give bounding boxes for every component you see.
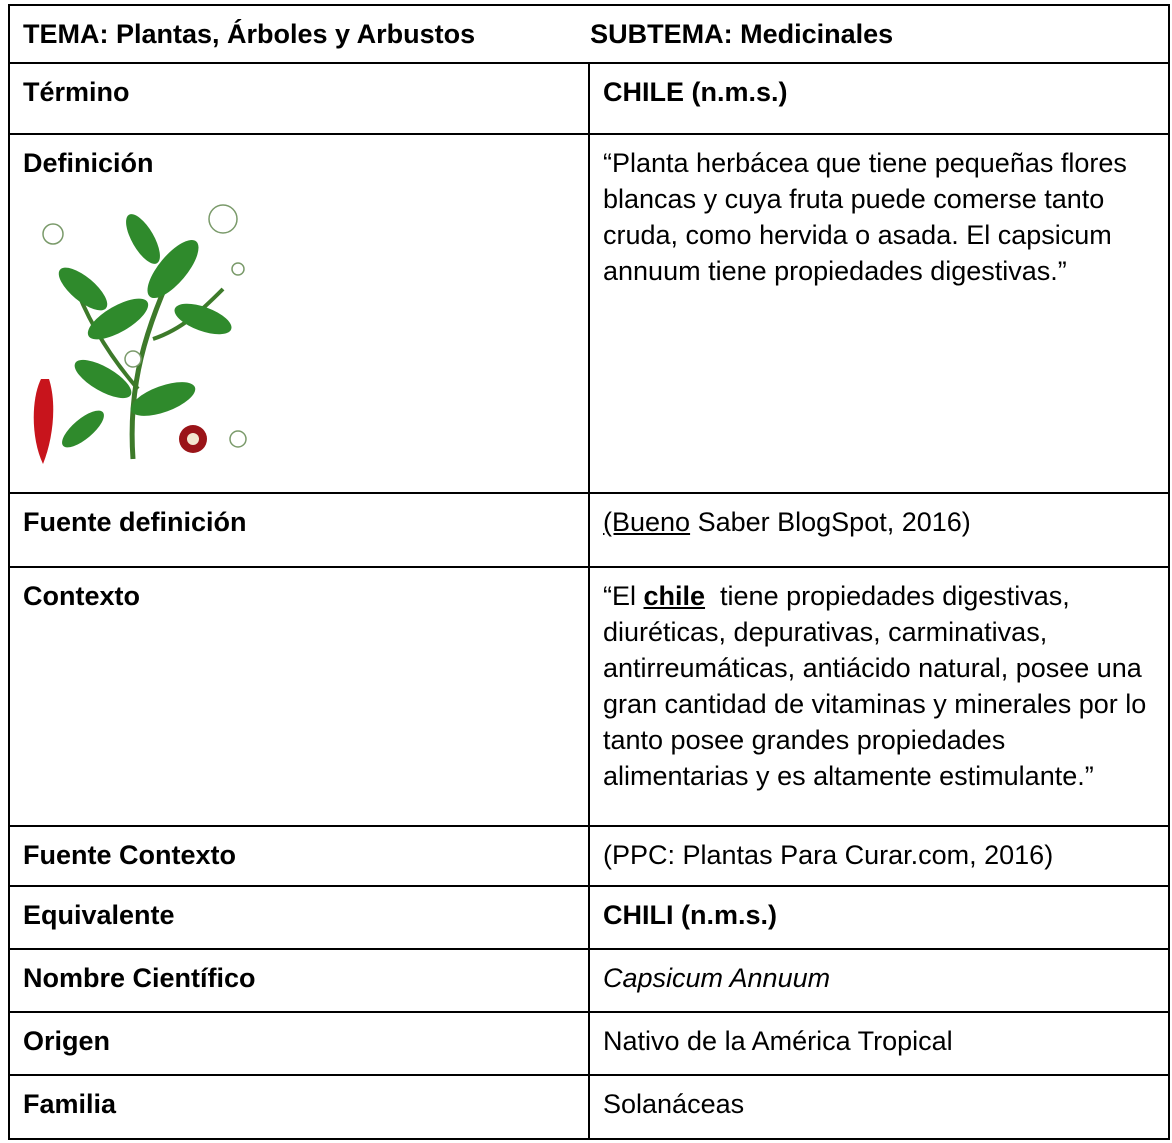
label: Nombre Científico bbox=[8, 948, 590, 1013]
value: CHILI (n.m.s.) bbox=[588, 885, 1170, 950]
label-cell: Definición bbox=[8, 133, 590, 494]
source-link[interactable]: (Bueno bbox=[603, 507, 691, 537]
label: Equivalente bbox=[8, 885, 590, 950]
label: Término bbox=[8, 62, 590, 135]
label: Fuente definición bbox=[8, 492, 590, 568]
value: CHILE (n.m.s.) bbox=[588, 62, 1170, 135]
value-cell: “El chile tiene propiedades digestivas, … bbox=[588, 566, 1170, 827]
source-text: Saber BlogSpot, 2016) bbox=[690, 507, 971, 537]
tema: TEMA: Plantas, Árboles y Arbustos bbox=[23, 19, 476, 49]
value: Solanáceas bbox=[588, 1074, 1170, 1140]
label: Contexto bbox=[8, 566, 590, 827]
label: Fuente Contexto bbox=[8, 825, 590, 887]
value: Capsicum Annuum bbox=[588, 948, 1170, 1013]
plant-illustration bbox=[33, 204, 247, 464]
label: Familia bbox=[8, 1074, 590, 1140]
value: Nativo de la América Tropical bbox=[588, 1011, 1170, 1076]
label: Definición bbox=[23, 148, 154, 178]
context-rest: tiene propiedades digestivas, diuréticas… bbox=[603, 581, 1154, 791]
header: TEMA: Plantas, Árboles y Arbustos SUBTEMA… bbox=[8, 4, 1170, 64]
value-cell: (Bueno Saber BlogSpot, 2016) bbox=[588, 492, 1170, 568]
value: “Planta herbácea que tiene pequeñas flor… bbox=[588, 133, 1170, 494]
term-card: TEMA: Plantas, Árboles y Arbustos SUBTEMA… bbox=[8, 4, 1170, 1140]
value: (PPC: Plantas Para Curar.com, 2016) bbox=[588, 825, 1170, 887]
context-term: chile bbox=[643, 581, 706, 611]
label: Origen bbox=[8, 1011, 590, 1076]
context-start: “El bbox=[603, 581, 644, 611]
subtema: SUBTEMA: Medicinales bbox=[590, 19, 894, 49]
